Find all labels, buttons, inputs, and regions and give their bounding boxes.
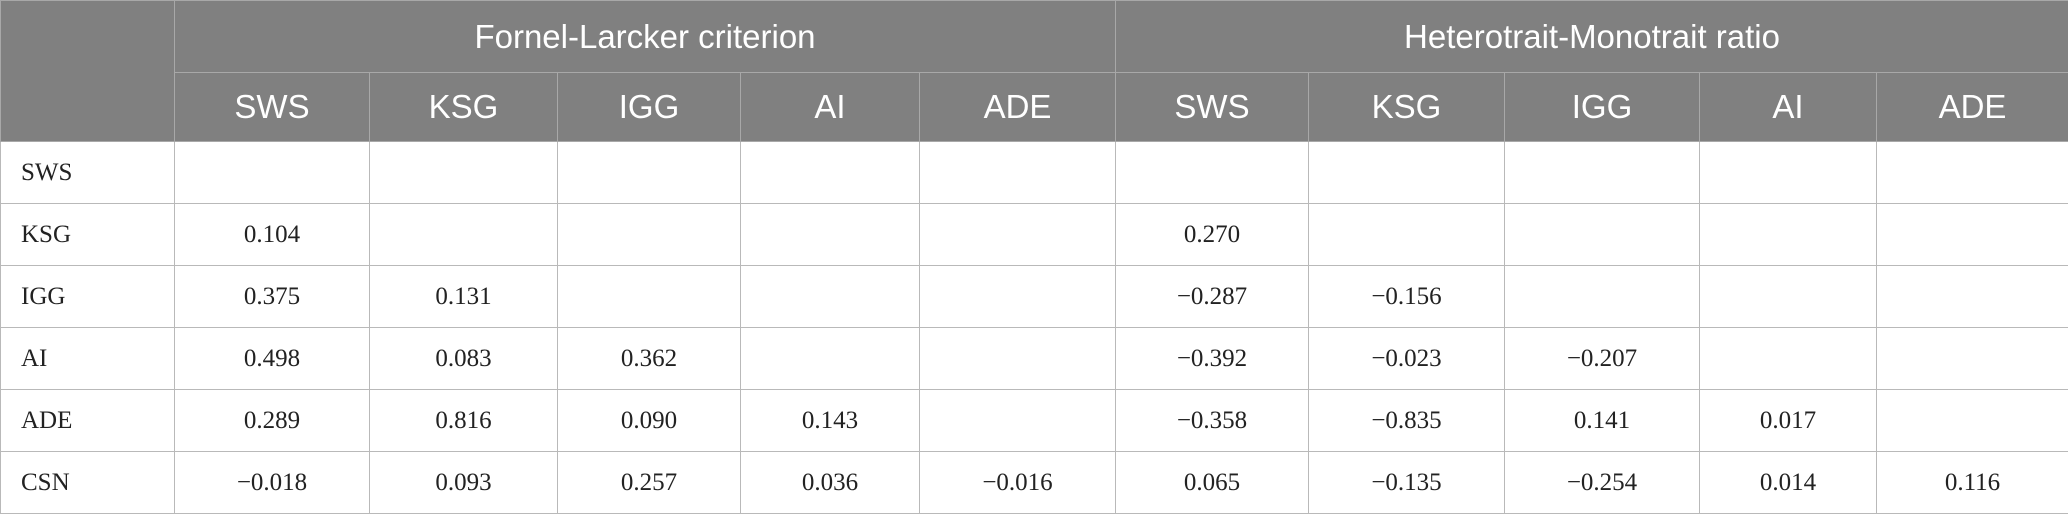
value-cell: −0.254 — [1504, 451, 1700, 514]
value-cell: 0.017 — [1699, 389, 1877, 452]
value-cell: −0.016 — [919, 451, 1116, 514]
value-cell: −0.835 — [1308, 389, 1505, 452]
empty-cell — [1875, 327, 2068, 390]
column-header: KSG — [1308, 72, 1505, 142]
table-row: AI 0.498 0.083 0.362 −0.392 −0.023 −0.207 — [0, 327, 2068, 390]
empty-cell — [919, 327, 1116, 390]
empty-cell — [1699, 141, 1877, 204]
value-cell: 0.131 — [369, 265, 558, 328]
row-label: IGG — [0, 265, 175, 328]
value-cell: 0.270 — [1115, 203, 1309, 266]
empty-cell — [919, 203, 1116, 266]
value-cell: 0.065 — [1115, 451, 1309, 514]
empty-cell — [1504, 141, 1700, 204]
header-row: Fornel-Larcker criterion Heterotrait-Mono… — [0, 0, 2068, 142]
empty-cell — [1875, 389, 2068, 452]
value-cell: 0.093 — [369, 451, 558, 514]
empty-cell — [1504, 203, 1700, 266]
group-header: Heterotrait-Monotrait ratio — [1114, 0, 2068, 73]
row-label: SWS — [0, 141, 175, 204]
value-cell: 0.257 — [557, 451, 741, 514]
column-header: AI — [740, 72, 920, 142]
table-row: CSN −0.018 0.093 0.257 0.036 −0.016 0.065 −0.13… — [0, 451, 2068, 514]
column-header: SWS — [174, 72, 370, 142]
value-cell: −0.207 — [1504, 327, 1700, 390]
empty-cell — [1875, 265, 2068, 328]
empty-cell — [1699, 327, 1877, 390]
empty-cell — [919, 265, 1116, 328]
table-row: KSG 0.104 0.270 — [0, 203, 2068, 266]
value-cell: 0.816 — [369, 389, 558, 452]
empty-cell — [369, 203, 558, 266]
value-cell: 0.289 — [174, 389, 370, 452]
column-header: ADE — [919, 72, 1116, 142]
header-row: SWS KSG IGG AI ADE SWS KSG IGG AI ADE — [1, 72, 2068, 142]
table-body: SWS KSG 0.104 0.270 IGG 0.375 0.131 −0.287 −0.15… — [0, 141, 2068, 514]
value-cell: 0.104 — [174, 203, 370, 266]
value-cell: 0.375 — [174, 265, 370, 328]
empty-cell — [557, 203, 741, 266]
value-cell: 0.143 — [740, 389, 920, 452]
empty-cell — [557, 141, 741, 204]
empty-cell — [174, 141, 370, 204]
column-header: ADE — [1875, 72, 2068, 142]
empty-cell — [919, 141, 1116, 204]
value-cell: 0.083 — [369, 327, 558, 390]
empty-cell — [1875, 141, 2068, 204]
value-cell: −0.018 — [174, 451, 370, 514]
value-cell: 0.090 — [557, 389, 741, 452]
column-header: SWS — [1115, 72, 1309, 142]
empty-cell — [740, 327, 920, 390]
column-header: AI — [1699, 72, 1877, 142]
column-header: IGG — [557, 72, 741, 142]
value-cell: 0.014 — [1699, 451, 1877, 514]
empty-cell — [1504, 265, 1700, 328]
empty-cell — [740, 141, 920, 204]
table-row: ADE 0.289 0.816 0.090 0.143 −0.358 −0.835 0.141… — [0, 389, 2068, 452]
corner-cell — [0, 0, 175, 142]
empty-cell — [740, 265, 920, 328]
value-cell: −0.135 — [1308, 451, 1505, 514]
row-label: ADE — [0, 389, 175, 452]
table-header: Fornel-Larcker criterion Heterotrait-Mono… — [0, 0, 2068, 142]
value-cell: −0.023 — [1308, 327, 1505, 390]
table-row: IGG 0.375 0.131 −0.287 −0.156 — [0, 265, 2068, 328]
empty-cell — [919, 389, 1116, 452]
value-cell: −0.358 — [1115, 389, 1309, 452]
empty-cell — [1875, 203, 2068, 266]
empty-cell — [1308, 141, 1505, 204]
group-header: Fornel-Larcker criterion — [174, 0, 1116, 73]
value-cell: −0.287 — [1115, 265, 1309, 328]
value-cell: −0.156 — [1308, 265, 1505, 328]
empty-cell — [1699, 265, 1877, 328]
value-cell: 0.362 — [557, 327, 741, 390]
column-header: IGG — [1504, 72, 1700, 142]
correlation-table: Fornel-Larcker criterion Heterotrait-Mono… — [0, 0, 2068, 514]
row-label: AI — [0, 327, 175, 390]
empty-cell — [369, 141, 558, 204]
empty-cell — [1308, 203, 1505, 266]
value-cell: 0.036 — [740, 451, 920, 514]
value-cell: 0.116 — [1875, 451, 2068, 514]
empty-cell — [740, 203, 920, 266]
table-row: SWS — [0, 141, 2068, 204]
value-cell: 0.141 — [1504, 389, 1700, 452]
row-label: CSN — [0, 451, 175, 514]
value-cell: −0.392 — [1115, 327, 1309, 390]
empty-cell — [1699, 203, 1877, 266]
empty-cell — [557, 265, 741, 328]
empty-cell — [1115, 141, 1309, 204]
column-header: KSG — [369, 72, 558, 142]
row-label: KSG — [0, 203, 175, 266]
value-cell: 0.498 — [174, 327, 370, 390]
